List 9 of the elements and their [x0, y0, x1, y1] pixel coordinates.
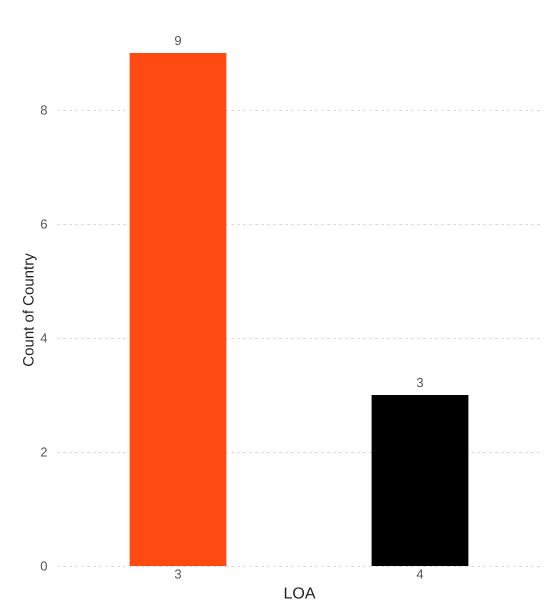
data-label: 3	[416, 375, 424, 390]
y-axis-title: Count of Country	[20, 252, 38, 367]
data-label: 9	[174, 33, 182, 48]
x-axis-title: LOA	[283, 586, 316, 602]
y-tick-label: 8	[40, 102, 48, 118]
y-tick-label: 6	[40, 216, 48, 232]
y-tick-label: 4	[40, 330, 48, 346]
y-tick-label: 0	[40, 558, 48, 574]
y-tick-label: 2	[40, 444, 48, 460]
